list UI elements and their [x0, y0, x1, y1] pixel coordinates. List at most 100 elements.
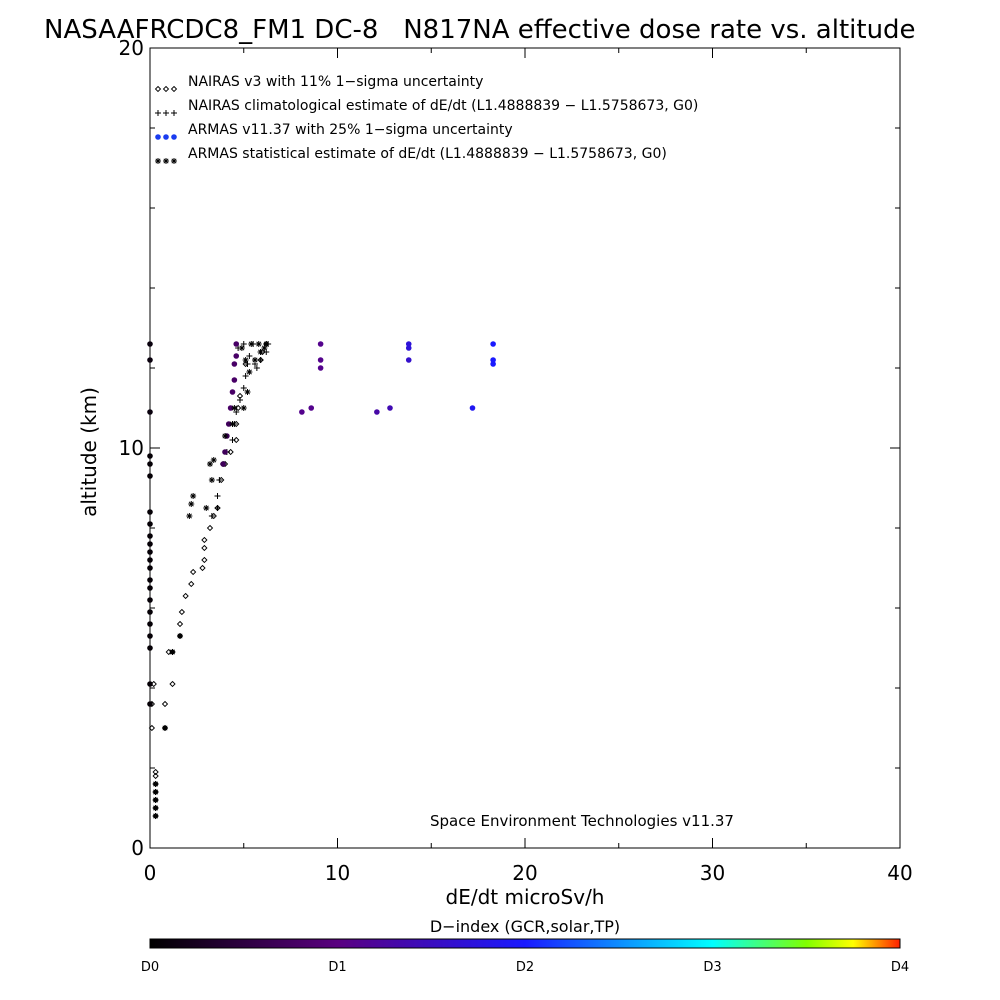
y-tick-label: 0: [131, 836, 144, 860]
data-point-asterisk: [210, 457, 217, 463]
data-point-dot: [299, 409, 305, 415]
data-point-dot: [225, 421, 232, 427]
data-point-dot: [317, 365, 324, 371]
legend: NAIRAS v3 with 11% 1−sigma uncertainty NA…: [154, 74, 698, 164]
data-point-dot: [147, 533, 153, 539]
data-point-asterisk: [152, 813, 159, 819]
data-point-asterisk: [208, 477, 215, 483]
data-point-dot: [147, 597, 153, 603]
legend-marker: [163, 158, 169, 164]
data-point-asterisk: [263, 341, 270, 347]
legend-marker: [171, 158, 177, 164]
data-point-dot: [222, 449, 228, 455]
legend-label: ARMAS v11.37 with 25% 1−sigma uncertaint…: [188, 122, 513, 138]
data-point-dot: [147, 521, 153, 527]
data-point-dot: [233, 341, 240, 347]
data-point-asterisk: [203, 505, 210, 511]
data-point-asterisk: [162, 725, 168, 731]
data-point-asterisk: [152, 805, 159, 811]
data-point-diamond: [201, 536, 208, 544]
legend-marker: [155, 158, 161, 164]
data-point-dot: [147, 357, 153, 363]
data-point-plus: [229, 437, 236, 443]
data-point-asterisk: [152, 789, 159, 795]
data-point-dot: [469, 405, 476, 411]
data-point-dot: [308, 405, 315, 411]
legend-label: ARMAS statistical estimate of dE/dt (L1.…: [188, 146, 667, 162]
x-tick-label: 0: [144, 861, 157, 885]
data-point-diamond: [199, 564, 206, 572]
y-tick-label: 20: [119, 36, 144, 60]
colorbar-label: D0: [141, 960, 159, 975]
legend-marker: [171, 134, 177, 140]
data-point-dot: [231, 377, 238, 383]
data-point-plus: [208, 513, 215, 519]
data-point-dot: [405, 341, 412, 347]
legend-marker: [155, 134, 161, 140]
data-point-asterisk: [152, 781, 159, 787]
data-point-diamond: [152, 772, 159, 780]
data-point-dot: [147, 541, 153, 547]
data-point-dot: [147, 461, 153, 467]
data-point-asterisk: [207, 461, 213, 467]
data-point-dot: [220, 461, 226, 467]
data-points: [147, 340, 496, 820]
data-point-asterisk: [190, 493, 197, 499]
legend-marker: [170, 85, 178, 93]
data-point-diamond: [201, 544, 208, 552]
data-point-dot: [227, 405, 234, 411]
data-point-dot: [490, 361, 496, 367]
data-point-plus: [246, 353, 253, 359]
data-point-dot: [147, 409, 153, 415]
plot-border: [149, 47, 901, 849]
data-point-asterisk: [255, 341, 262, 347]
data-point-plus: [240, 385, 247, 391]
data-point-plus: [237, 397, 243, 403]
data-point-plus: [216, 477, 223, 483]
data-point-diamond: [165, 648, 172, 656]
data-point-asterisk: [186, 513, 193, 519]
data-point-diamond: [169, 680, 176, 688]
data-point-asterisk: [188, 501, 195, 507]
data-point-dot: [405, 357, 412, 363]
data-point-asterisk: [152, 797, 159, 803]
data-point-asterisk: [231, 405, 238, 411]
axis-ticks: [149, 47, 901, 849]
data-point-asterisk: [242, 357, 249, 363]
data-point-diamond: [227, 448, 234, 456]
data-point-diamond: [178, 608, 186, 616]
data-point-plus: [214, 493, 221, 499]
legend-marker: [171, 110, 177, 116]
data-point-asterisk: [244, 389, 251, 395]
data-point-plus: [253, 365, 260, 371]
data-point-asterisk: [257, 349, 264, 355]
data-point-asterisk: [222, 433, 228, 439]
data-point-dot: [147, 633, 153, 639]
data-point-asterisk: [248, 341, 255, 347]
x-axis-label: dE/dt microSv/h: [446, 885, 605, 909]
data-point-diamond: [233, 436, 240, 444]
colorbar-label: D4: [891, 960, 909, 975]
data-point-asterisk: [238, 345, 245, 351]
data-point-dot: [147, 509, 153, 515]
data-point-diamond: [152, 768, 159, 776]
data-point-dot: [147, 577, 153, 583]
data-point-diamond: [148, 724, 156, 732]
x-tick-label: 40: [887, 861, 912, 885]
data-point-dot: [405, 345, 412, 351]
legend-marker: [163, 134, 169, 140]
y-tick-label: 10: [119, 436, 144, 460]
data-point-dot: [490, 357, 496, 363]
data-point-diamond: [161, 700, 169, 708]
data-point-asterisk: [246, 369, 253, 375]
data-point-dot: [147, 473, 153, 479]
data-point-diamond: [206, 524, 214, 532]
data-point-asterisk: [229, 421, 236, 427]
colorbar-labels: D0 D1 D2 D3 D4: [141, 960, 909, 975]
data-point-dot: [147, 585, 153, 591]
x-tick-label: 10: [325, 861, 350, 885]
data-point-dot: [147, 609, 153, 615]
data-point-dot: [317, 341, 324, 347]
legend-marker: [154, 85, 162, 93]
